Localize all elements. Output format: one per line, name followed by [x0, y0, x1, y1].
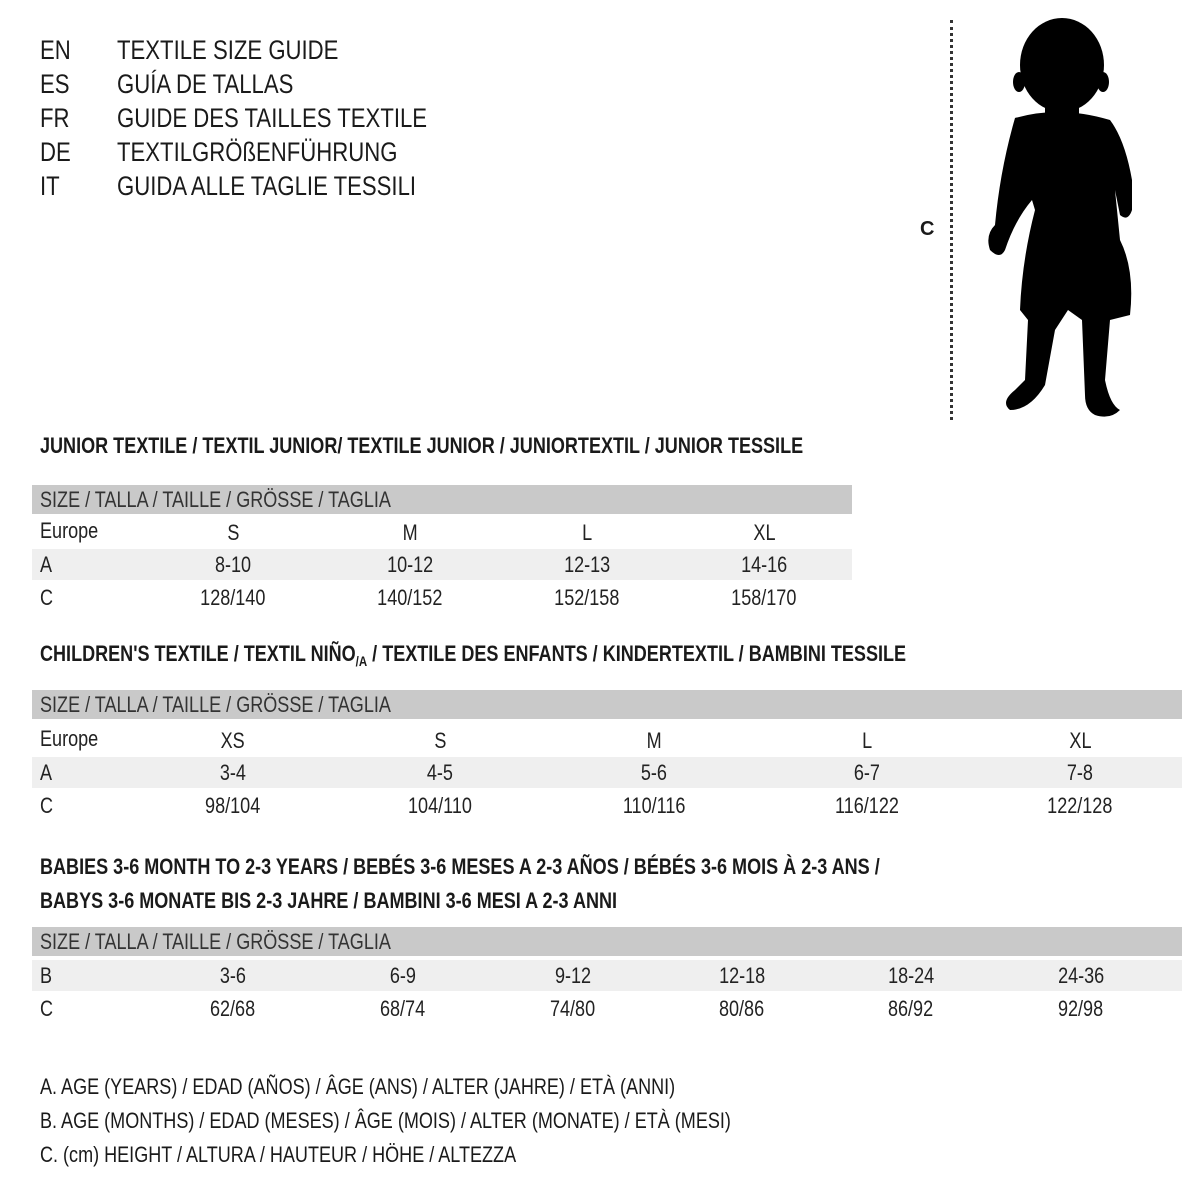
legend-item-c: C. (cm) HEIGHT / ALTURA / HAUTEUR / HÖHE… [40, 1142, 517, 1167]
table-cell: 86/92 [888, 996, 934, 1021]
table-cell: 158/170 [731, 585, 797, 610]
table-cell: 24-36 [1057, 963, 1105, 988]
babies-section-title: BABIES 3-6 MONTH TO 2-3 YEARS / BEBÉS 3-… [40, 854, 880, 913]
table-cell: 68/74 [380, 996, 426, 1021]
language-code: ES [40, 69, 70, 99]
babies-size-header: SIZE / TALLA / TAILLE / GRÖSSE / TAGLIA [32, 927, 1182, 956]
table-cell: 3-4 [219, 760, 247, 785]
language-row-de: DE TEXTILGRÖßENFÜHRUNG [40, 135, 397, 169]
table-cell: M [402, 520, 418, 545]
row-label: C [40, 793, 54, 818]
row-label: Europe [40, 518, 99, 543]
table-cell: 6-9 [389, 963, 417, 988]
table-cell: XL [1068, 728, 1092, 753]
table-cell: 14-16 [740, 552, 788, 577]
table-cell: 116/122 [835, 793, 899, 818]
language-titles: EN TEXTILE SIZE GUIDE ES GUÍA DE TALLAS FR… [40, 33, 427, 203]
height-measure-line [950, 20, 953, 420]
table-cell: 5-6 [640, 760, 668, 785]
language-row-en: EN TEXTILE SIZE GUIDE [40, 33, 338, 67]
junior-section-title: JUNIOR TEXTILE / TEXTIL JUNIOR/ TEXTILE … [40, 433, 804, 458]
table-cell: 3-6 [219, 963, 247, 988]
row-label: Europe [40, 726, 99, 751]
table-cell: S [226, 520, 240, 545]
table-cell: 80/86 [719, 996, 765, 1021]
table-cell: 10-12 [386, 552, 434, 577]
legend-item-b: B. AGE (MONTHS) / EDAD (MESES) / ÂGE (MO… [40, 1108, 731, 1133]
language-code: FR [40, 103, 70, 133]
language-code: IT [40, 171, 60, 201]
junior-size-header: SIZE / TALLA / TAILLE / GRÖSSE / TAGLIA [32, 485, 852, 514]
children-row-band [32, 757, 1182, 788]
language-row-it: IT GUIDA ALLE TAGLIE TESSILI [40, 169, 416, 203]
table-cell: S [433, 728, 447, 753]
table-cell: 104/110 [408, 793, 472, 818]
language-title: TEXTILGRÖßENFÜHRUNG [117, 137, 398, 167]
table-cell: 12-18 [718, 963, 766, 988]
table-cell: 98/104 [205, 793, 261, 818]
table-cell: 74/80 [550, 996, 596, 1021]
table-cell: 8-10 [214, 552, 252, 577]
table-cell: 152/158 [554, 585, 620, 610]
table-cell: 7-8 [1066, 760, 1094, 785]
row-label: C [40, 996, 54, 1021]
table-cell: L [861, 728, 873, 753]
legend-item-a: A. AGE (YEARS) / EDAD (AÑOS) / ÂGE (ANS)… [40, 1074, 676, 1099]
table-cell: 110/116 [622, 793, 686, 818]
language-title: TEXTILE SIZE GUIDE [117, 35, 339, 65]
row-label: A [40, 552, 53, 577]
table-cell: XS [220, 728, 246, 753]
row-label: A [40, 760, 53, 785]
table-cell: M [646, 728, 662, 753]
row-label: C [40, 585, 54, 610]
table-cell: 6-7 [853, 760, 881, 785]
table-cell: 140/152 [377, 585, 443, 610]
children-section-title: CHILDREN'S TEXTILE / TEXTIL NIÑO/A / TEX… [40, 641, 907, 669]
language-code: DE [40, 137, 71, 167]
language-title: GUIDA ALLE TAGLIE TESSILI [117, 171, 417, 201]
table-cell: 12-13 [563, 552, 611, 577]
language-title: GUÍA DE TALLAS [117, 69, 294, 99]
table-cell: 122/128 [1047, 793, 1113, 818]
language-row-es: ES GUÍA DE TALLAS [40, 67, 293, 101]
table-cell: L [581, 520, 593, 545]
junior-row-band [32, 549, 852, 580]
language-code: EN [40, 35, 71, 65]
height-measure-label: C [920, 218, 935, 240]
language-title: GUIDE DES TAILLES TEXTILE [117, 103, 428, 133]
table-cell: 9-12 [554, 963, 592, 988]
child-height-figure: C [900, 10, 1160, 430]
children-size-header: SIZE / TALLA / TAILLE / GRÖSSE / TAGLIA [32, 690, 1182, 719]
table-cell: 62/68 [210, 996, 256, 1021]
table-cell: 18-24 [887, 963, 935, 988]
table-cell: XL [752, 520, 776, 545]
table-cell: 92/98 [1058, 996, 1104, 1021]
table-cell: 4-5 [426, 760, 454, 785]
legend: A. AGE (YEARS) / EDAD (AÑOS) / ÂGE (ANS)… [40, 1070, 883, 1172]
child-silhouette-icon [988, 18, 1132, 417]
language-row-fr: FR GUIDE DES TAILLES TEXTILE [40, 101, 427, 135]
row-label: B [40, 963, 53, 988]
table-cell: 128/140 [200, 585, 266, 610]
babies-row-band [32, 960, 1182, 991]
